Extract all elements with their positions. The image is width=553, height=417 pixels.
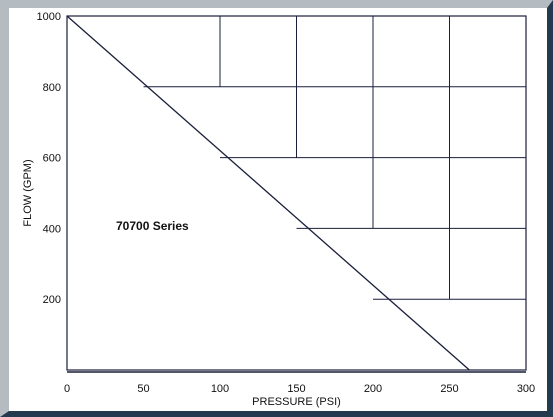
plot-frame — [66, 15, 527, 371]
y-axis-label: FLOW (GPM) — [22, 159, 34, 226]
pressure-flow-chart: 0 50 100 150 200 250 300 200 400 600 800 1000 PRESS… — [22, 11, 536, 408]
grid — [67, 15, 526, 371]
x-tick-label: 50 — [137, 383, 149, 395]
x-tick-label: 0 — [64, 383, 70, 395]
series-label: 70700 Series — [116, 219, 189, 233]
x-tick-label: 250 — [440, 383, 458, 395]
x-axis-label: PRESSURE (PSI) — [252, 396, 341, 408]
series-line — [66, 15, 470, 371]
y-tick-label: 800 — [43, 82, 61, 94]
y-tick-label: 600 — [43, 153, 61, 165]
y-tick-label: 400 — [43, 223, 61, 235]
tick-labels: 0 50 100 150 200 250 300 200 400 600 800 1000 — [37, 11, 536, 395]
x-tick-label: 300 — [517, 383, 535, 395]
y-tick-label: 1000 — [37, 11, 61, 23]
x-tick-label: 100 — [211, 383, 229, 395]
x-tick-label: 150 — [287, 383, 305, 395]
series-layer — [66, 15, 470, 371]
x-tick-label: 200 — [364, 383, 382, 395]
axes — [66, 15, 527, 373]
y-tick-label: 200 — [43, 294, 61, 306]
